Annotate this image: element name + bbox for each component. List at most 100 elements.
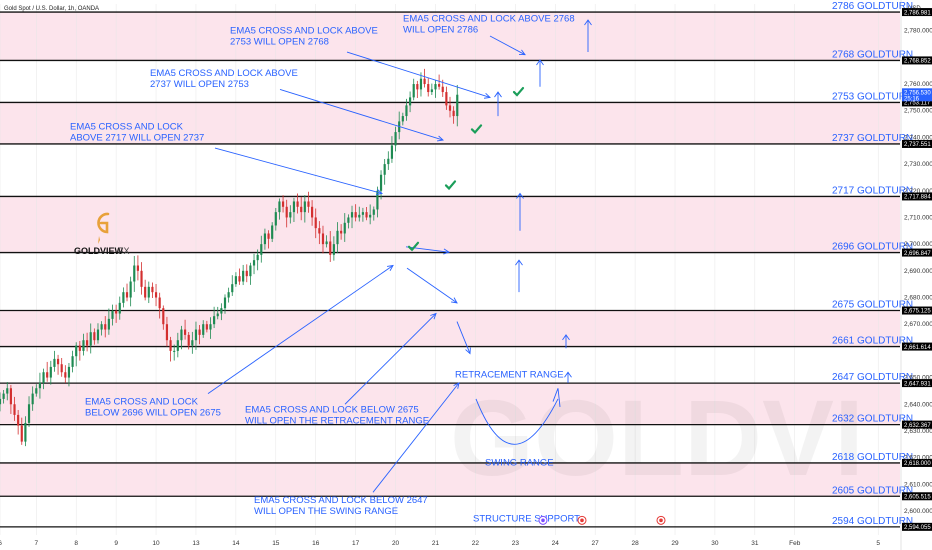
price-tick-label: 2,780.000 (904, 28, 932, 35)
candle-body (441, 86, 444, 93)
candle-body (278, 201, 281, 213)
candle-body (281, 201, 285, 207)
candle-body (104, 324, 107, 330)
connector-line (344, 313, 437, 405)
candle-body (35, 388, 38, 394)
candle-body (191, 340, 194, 346)
annotation-text: WILL OPEN THE SWING RANGE (254, 506, 398, 517)
candle-body (401, 116, 404, 122)
candle-body (292, 201, 296, 213)
candle-body (154, 292, 158, 298)
connector-line (372, 382, 460, 493)
candle-body (438, 84, 441, 87)
candle-body (350, 212, 354, 218)
candle-body (31, 393, 34, 405)
goldturn-label: 2786 GOLDTURN (832, 1, 913, 12)
candle-body (71, 356, 74, 367)
connector-arrowhead (387, 264, 394, 271)
candle-body (75, 345, 78, 357)
time-tick-label: 13 (192, 540, 200, 547)
connector-line (279, 88, 444, 141)
chart-title: Gold Spot / U.S. Dollar, 1h, OANDA (4, 6, 99, 12)
price-tag (902, 420, 932, 429)
candle-body (238, 276, 241, 282)
time-tick-label: 22 (472, 540, 480, 547)
candle-body (125, 292, 129, 298)
time-tick-label: 17 (352, 540, 360, 547)
time-tick-label: 8 (74, 540, 78, 547)
chart-marks (407, 19, 666, 525)
price-tick-label: 2,720.000 (904, 188, 932, 195)
price-tag-label: 2,696.847 (904, 251, 931, 257)
connector-arrowhead (430, 312, 437, 320)
price-tag (902, 522, 932, 531)
annotation-text: SWING RANGE (485, 458, 554, 469)
candle-body (227, 292, 230, 298)
level-bands (0, 4, 900, 535)
candle-body (412, 84, 415, 98)
candle-body (93, 332, 96, 341)
price-tick-label: 2,700.000 (904, 241, 932, 248)
logo-brand-main: GOLDVIEW (74, 246, 124, 256)
price-tick-label: 2,710.000 (904, 214, 932, 221)
goldturn-labels: 2786 GOLDTURN 2768 GOLDTURN 2753 GOLDTURN 2… (832, 1, 913, 527)
price-tick-label: 2,670.000 (904, 321, 932, 328)
price-tick-label: 2,740.000 (904, 134, 932, 141)
price-tag (902, 139, 932, 148)
annotation-text: EMA5 CROSS AND LOCK (70, 121, 184, 132)
candle-body (9, 388, 12, 405)
candle-body (17, 414, 20, 426)
candle-body (325, 241, 328, 245)
annotation-text: EMA5 CROSS AND LOCK BELOW 2647 (254, 495, 428, 506)
candle-body (53, 358, 56, 367)
candle-body (314, 217, 317, 229)
goldturn-label: 2737 GOLDTURN (832, 133, 913, 144)
candle-body (430, 89, 433, 93)
price-tag-label: 2,717.884 (904, 195, 931, 201)
time-tick-label: 9 (114, 540, 118, 547)
price-tag (902, 342, 932, 351)
candle-body (358, 214, 361, 218)
price-tag-label: 2,768.852 (904, 59, 931, 65)
price-tag (902, 8, 932, 17)
price-tick-label: 2,620.000 (904, 455, 932, 462)
level-band (0, 12, 900, 61)
candle-body (274, 212, 277, 226)
connector-line (406, 267, 458, 304)
price-tag (902, 248, 932, 257)
level-band (0, 462, 900, 497)
candle-body (456, 94, 459, 117)
time-tick-label: 23 (512, 540, 520, 547)
candle-body (271, 225, 274, 239)
candle-body (165, 324, 169, 341)
up-arrow-icon (564, 371, 572, 378)
logo-g-icon (97, 212, 110, 234)
level-band (0, 196, 900, 253)
connector-arrowhead (465, 347, 471, 355)
candle-body (6, 388, 9, 394)
up-arrow-icon (494, 91, 502, 98)
goldturn-label: 2675 GOLDTURN (832, 300, 913, 311)
candle-body (158, 297, 161, 309)
candle-body (423, 78, 426, 85)
flag-icon (580, 518, 584, 523)
price-tick-label: 2,730.000 (904, 161, 932, 168)
price-tick-label: 2,760.000 (904, 81, 932, 88)
annotation-text: STRUCTURE SUPPORT (473, 514, 580, 525)
candle-body (369, 214, 372, 218)
candle-body (82, 340, 85, 351)
candle-body (303, 201, 306, 213)
logo-pen-icon (98, 236, 100, 244)
candle-body (311, 206, 314, 218)
goldturn-label: 2594 GOLDTURN (832, 516, 913, 527)
annotation-text: EMA5 CROSS AND LOCK ABOVE (230, 25, 378, 36)
candle-body (13, 404, 16, 415)
time-tick-label: Feb (789, 540, 801, 547)
connector-arrowhead (436, 135, 444, 142)
candle-body (133, 265, 136, 282)
candle-body (2, 393, 5, 399)
time-tick-label: 5 (876, 540, 880, 547)
annotation-text: EMA5 CROSS AND LOCK (85, 396, 199, 407)
price-tick-label: 2,640.000 (904, 401, 932, 408)
candle-body (263, 233, 267, 245)
